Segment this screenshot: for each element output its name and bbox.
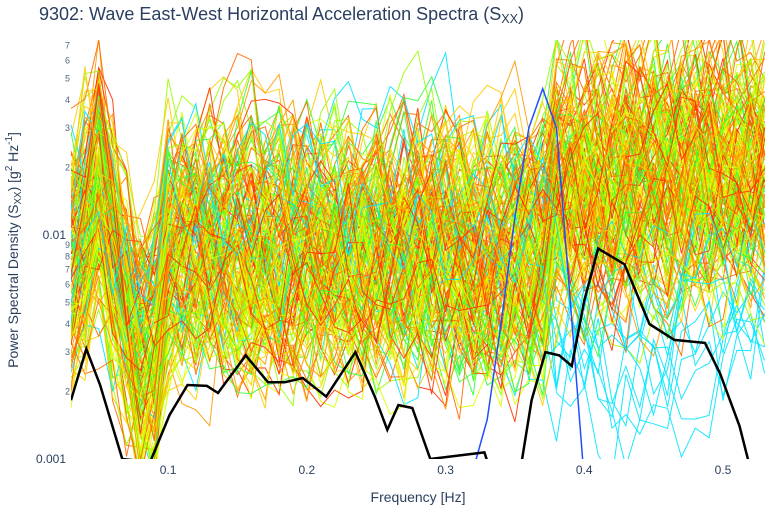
y-tick-label: 0.01	[43, 228, 67, 242]
spectrum-line	[71, 87, 766, 310]
spectrum-line	[71, 92, 766, 459]
spectrum-line	[71, 40, 766, 312]
spectrum-line	[71, 142, 766, 415]
spectrum-line	[71, 155, 766, 439]
spectrum-line	[71, 40, 766, 305]
y-minor-tick-label: 6	[65, 56, 70, 66]
series-group	[71, 40, 766, 459]
x-tick-label: 0.1	[160, 463, 177, 477]
spectrum-line	[71, 96, 766, 351]
spectrum-line	[71, 40, 766, 392]
spectrum-line	[71, 81, 766, 435]
highlighted-spectrum-line	[71, 246, 750, 459]
spectrum-line	[71, 40, 766, 375]
spectrum-line	[71, 122, 765, 396]
chart-title: 9302: Wave East-West Horizontal Accelera…	[39, 4, 525, 26]
y-minor-tick-label: 7	[65, 265, 70, 275]
blue-spectrum-line	[475, 86, 584, 459]
spectrum-line	[71, 138, 766, 389]
x-tick-label: 0.4	[576, 463, 593, 477]
spectrum-line	[71, 152, 766, 371]
y-minor-tick-label: 3	[65, 347, 70, 357]
spectrum-line	[71, 40, 766, 390]
spectrum-line	[71, 103, 765, 439]
y-minor-tick-label: 8	[65, 252, 70, 262]
x-tick-label: 0.5	[715, 463, 732, 477]
y-axis-title: Power Spectral Density (SXX) [g2 Hz-1]	[4, 132, 24, 368]
spectrum-line	[71, 42, 766, 298]
y-minor-tick-label: 7	[65, 41, 70, 51]
y-minor-tick-label: 2	[65, 163, 70, 173]
spectrum-line	[71, 124, 766, 378]
y-minor-tick-label: 2	[65, 387, 70, 397]
y-minor-tick-label: 5	[65, 73, 70, 83]
y-minor-tick-label: 5	[65, 297, 70, 307]
spectrum-line	[71, 66, 766, 341]
spectrum-line	[71, 80, 766, 408]
spectrum-line	[71, 60, 766, 346]
spectrum-line	[71, 115, 766, 431]
spectrum-line	[71, 67, 766, 398]
x-tick-label: 0.3	[437, 463, 454, 477]
x-axis-title: Frequency [Hz]	[370, 489, 466, 505]
spectrum-line	[71, 49, 766, 351]
y-minor-tick-label: 6	[65, 280, 70, 290]
spectrum-line	[71, 40, 766, 285]
x-tick-label: 0.2	[298, 463, 315, 477]
y-minor-tick-label: 9	[65, 240, 70, 250]
y-minor-tick-label: 4	[65, 319, 70, 329]
spectrum-line	[71, 174, 766, 423]
spectrum-line	[71, 62, 766, 407]
spectrum-line	[71, 158, 766, 399]
spectrum-line	[71, 129, 766, 459]
spectrum-line	[71, 82, 766, 399]
y-minor-tick-label: 3	[65, 123, 70, 133]
spectrum-line	[71, 166, 766, 456]
y-tick-label: 0.001	[36, 452, 66, 466]
y-minor-tick-label: 4	[65, 95, 70, 105]
